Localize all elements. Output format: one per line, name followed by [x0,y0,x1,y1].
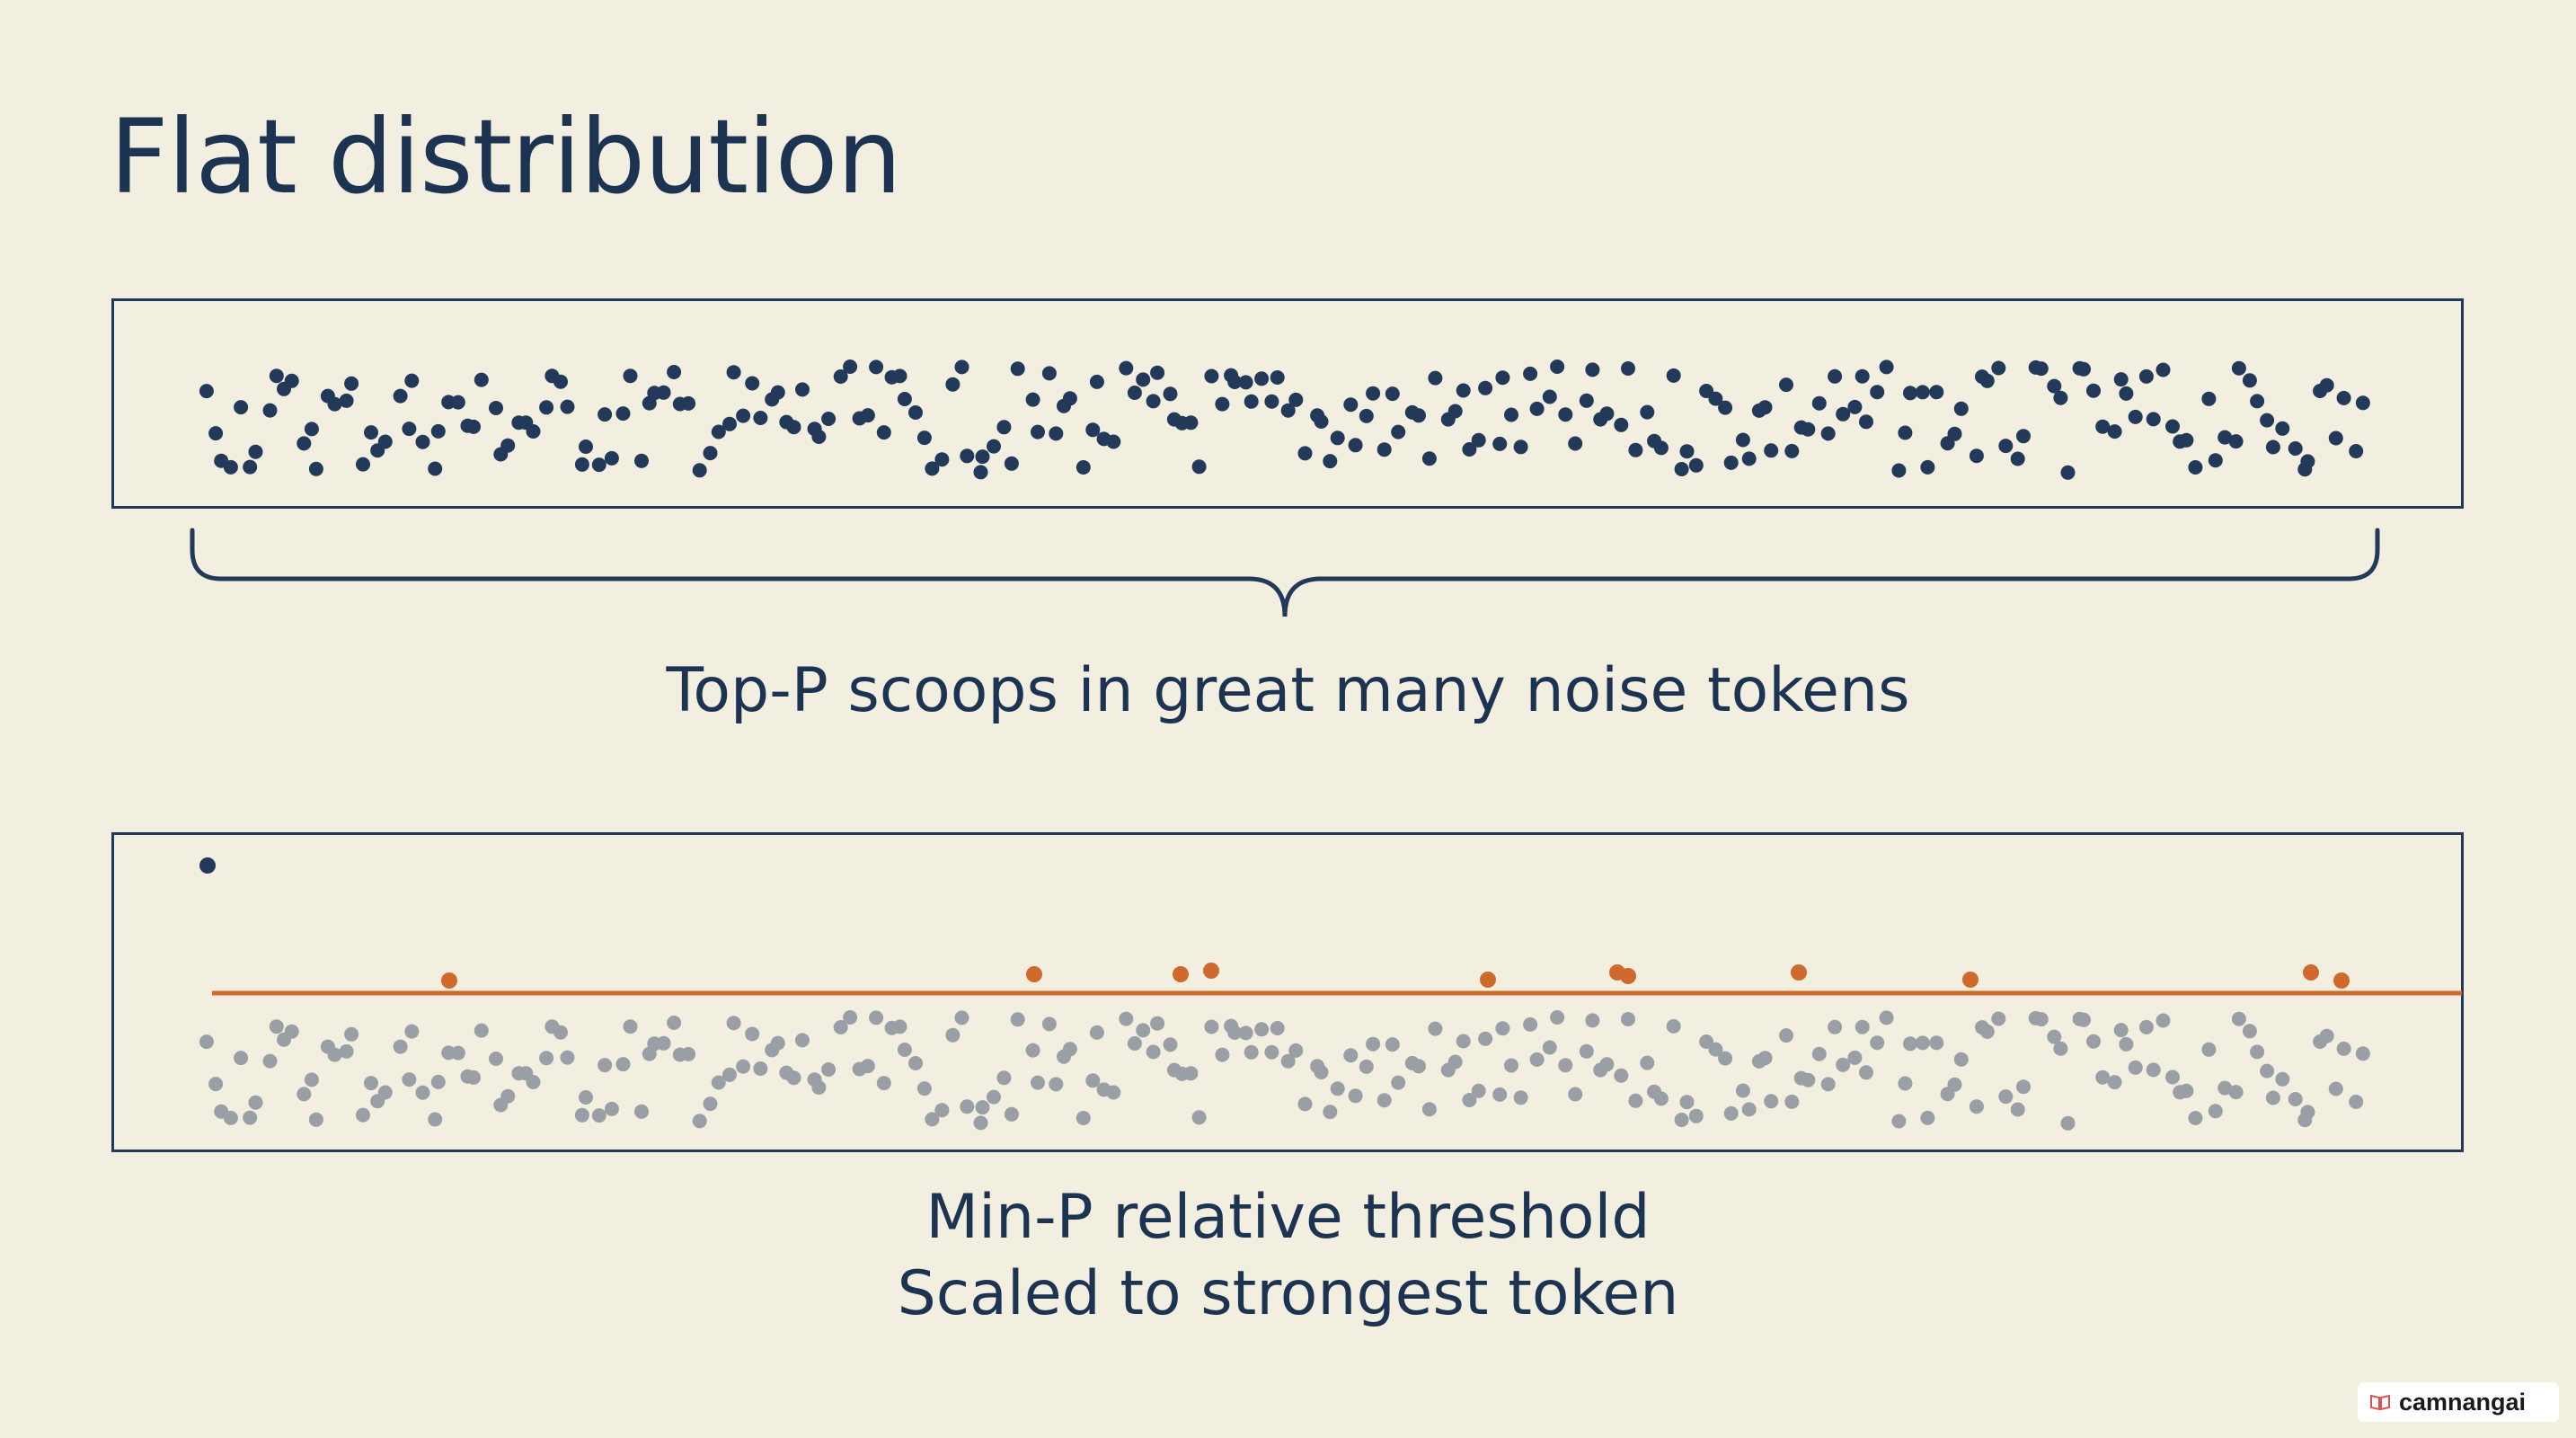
watermark-badge: camnangai [2358,1382,2559,1422]
book-icon [2370,1394,2390,1410]
top-p-caption: Top-P scoops in great many noise tokens [666,655,1910,726]
top-p-brace [190,528,2380,617]
slide-title: Flat distribution [110,97,902,217]
min-p-caption: Min-P relative threshold Scaled to stron… [0,1179,2576,1332]
watermark-text: camnangai [2399,1388,2527,1416]
min-p-caption-line2: Scaled to strongest token [897,1258,1679,1329]
top-p-panel [111,298,2464,509]
min-p-panel [111,832,2464,1152]
min-p-caption-line1: Min-P relative threshold [925,1182,1651,1253]
